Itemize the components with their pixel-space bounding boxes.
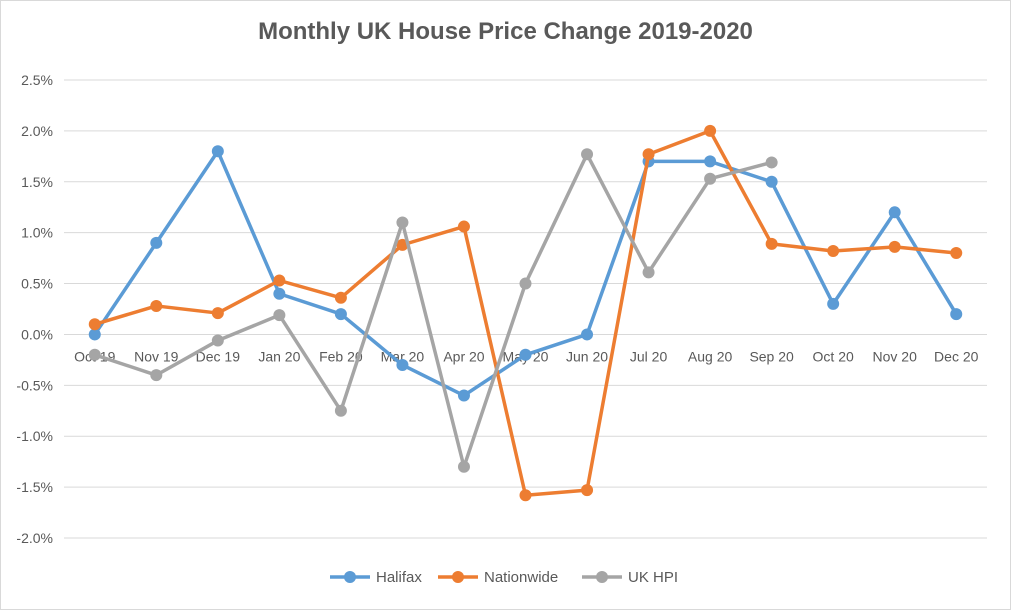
data-point	[88, 348, 101, 361]
x-tick-label: Dec 19	[196, 348, 241, 364]
series-halifax	[88, 145, 963, 402]
data-point	[642, 148, 655, 161]
data-point	[334, 291, 347, 304]
data-point	[88, 318, 101, 331]
x-tick-label: Mar 20	[381, 348, 425, 364]
gridlines	[64, 79, 987, 539]
data-point	[642, 266, 655, 279]
data-point	[150, 299, 163, 312]
legend-label: Nationwide	[484, 569, 558, 586]
data-point	[888, 240, 901, 253]
y-tick-label: 0.0%	[21, 326, 53, 342]
data-point	[704, 124, 717, 137]
data-point	[396, 216, 409, 229]
data-point	[704, 172, 717, 185]
data-point	[457, 460, 470, 473]
data-point	[211, 334, 224, 347]
data-point	[950, 308, 963, 321]
data-point	[457, 389, 470, 402]
data-point	[211, 307, 224, 320]
series-layer	[88, 124, 963, 502]
x-tick-label: Jun 20	[566, 348, 608, 364]
y-tick-label: 2.0%	[21, 123, 53, 139]
x-tick-label: Oct 20	[813, 348, 854, 364]
data-point	[396, 238, 409, 251]
data-point	[273, 309, 286, 322]
data-point	[334, 308, 347, 321]
x-tick-label: Jan 20	[258, 348, 300, 364]
x-tick-label: Dec 20	[934, 348, 979, 364]
data-point	[765, 175, 778, 188]
legend-item: UK HPI	[582, 569, 678, 586]
x-tick-label: Jul 20	[630, 348, 668, 364]
legend-swatch-marker	[344, 571, 356, 583]
legend-swatch-marker	[452, 571, 464, 583]
data-point	[765, 156, 778, 169]
y-tick-label: 2.5%	[21, 72, 53, 88]
data-point	[273, 274, 286, 287]
data-point	[273, 287, 286, 300]
data-point	[827, 297, 840, 310]
y-axis: 2.5% 2.0% 1.5% 1.0% 0.5% 0.0% -0.5% -1.0% -1.5% -…	[16, 72, 53, 546]
data-point	[581, 328, 594, 341]
x-tick-label: Aug 20	[688, 348, 733, 364]
data-point	[396, 358, 409, 371]
data-point	[519, 277, 532, 290]
data-point	[765, 237, 778, 250]
chart-title: Monthly UK House Price Change 2019-2020	[258, 18, 753, 45]
y-tick-label: -0.5%	[16, 377, 53, 393]
y-tick-label: -1.5%	[16, 479, 53, 495]
data-point	[457, 220, 470, 233]
legend-label: Halifax	[376, 569, 422, 586]
data-point	[888, 206, 901, 219]
legend-swatch-marker	[596, 571, 608, 583]
legend-item: Nationwide	[438, 569, 558, 586]
x-tick-label: Apr 20	[443, 348, 484, 364]
x-tick-label: Sep 20	[749, 348, 794, 364]
y-tick-label: -1.0%	[16, 428, 53, 444]
data-point	[519, 348, 532, 361]
data-point	[581, 484, 594, 497]
legend-label: UK HPI	[628, 569, 678, 586]
series-line	[93, 129, 958, 498]
data-point	[334, 404, 347, 417]
legend: Halifax Nationwide UK HPI	[330, 569, 678, 586]
data-point	[950, 247, 963, 260]
legend-item: Halifax	[330, 569, 422, 586]
data-point	[150, 236, 163, 249]
y-tick-label: 1.5%	[21, 174, 53, 190]
data-point	[150, 369, 163, 382]
y-tick-label: 1.0%	[21, 225, 53, 241]
data-point	[827, 244, 840, 257]
x-tick-label: Nov 19	[134, 348, 179, 364]
y-tick-label: -2.0%	[16, 530, 53, 546]
series-nationwide	[88, 124, 963, 502]
x-tick-label: Nov 20	[873, 348, 918, 364]
data-point	[519, 489, 532, 502]
data-point	[211, 145, 224, 158]
data-point	[704, 155, 717, 168]
y-tick-label: 0.5%	[21, 276, 53, 292]
series-uk-hpi	[88, 148, 778, 473]
data-point	[581, 148, 594, 161]
data-point	[88, 328, 101, 341]
series-line	[93, 152, 774, 469]
x-tick-label: Feb 20	[319, 348, 363, 364]
